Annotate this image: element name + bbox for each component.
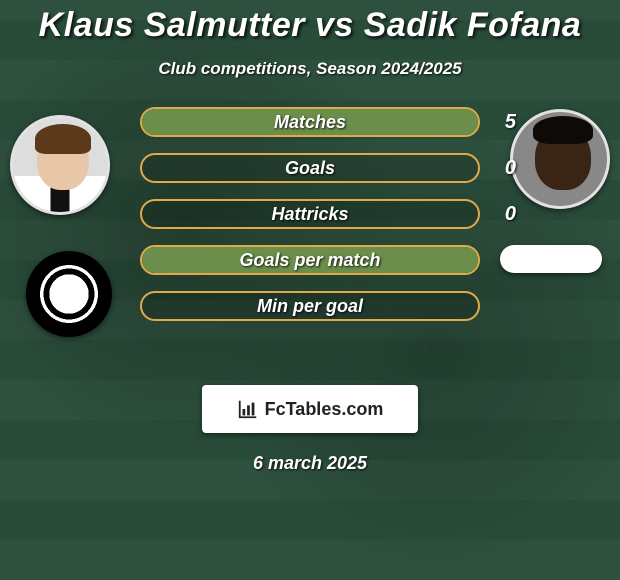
stat-bar-label: Matches [142, 109, 478, 135]
stat-bar: Hattricks0 [140, 199, 480, 229]
player-right-avatar [510, 109, 610, 209]
date-label: 6 march 2025 [0, 453, 620, 474]
stat-bar-value: 0 [505, 201, 516, 227]
stat-bar-label: Goals per match [142, 247, 478, 273]
stat-bar: Goals0 [140, 153, 480, 183]
chart-icon [237, 398, 259, 420]
page-title: Klaus Salmutter vs Sadik Fofana [0, 0, 620, 45]
site-badge: FcTables.com [202, 385, 418, 433]
stat-bars: Matches5 Goals0 Hattricks0 Goals per match M… [140, 107, 480, 321]
stat-bar: Min per goal [140, 291, 480, 321]
club-left-logo [26, 251, 112, 337]
stat-bar-label: Goals [142, 155, 478, 181]
stat-bar-value: 0 [505, 155, 516, 181]
subtitle: Club competitions, Season 2024/2025 [0, 59, 620, 79]
comparison-panel: Matches5Goals0Hattricks0Goals per matchM… [0, 107, 620, 367]
site-label: FcTables.com [265, 399, 384, 420]
stat-bar-value: 5 [505, 109, 516, 135]
club-right-logo [500, 245, 602, 273]
stat-bar: Matches5 [140, 107, 480, 137]
player-left-avatar [10, 115, 110, 215]
stat-bar: Goals per match [140, 245, 480, 275]
stat-bar-label: Hattricks [142, 201, 478, 227]
stat-bar-label: Min per goal [142, 293, 478, 319]
